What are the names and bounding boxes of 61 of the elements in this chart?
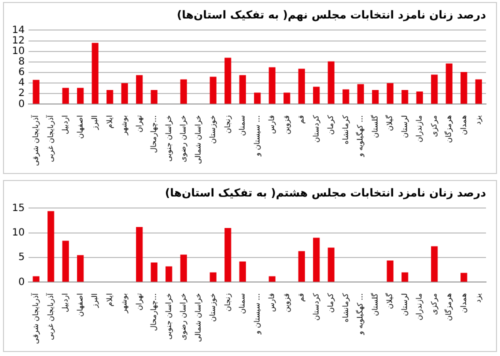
- bar: [446, 64, 452, 104]
- y-tick-label: 0: [18, 276, 25, 288]
- bar: [239, 75, 246, 104]
- y-tick-label: 5: [18, 252, 25, 264]
- y-tick-label: 4: [18, 78, 25, 89]
- y-tick-label: 0: [18, 98, 25, 110]
- bar: [210, 272, 216, 282]
- bar: [32, 276, 40, 282]
- y-tick-label: 14: [12, 24, 25, 36]
- chart-title: درصد زنان نامزد انتخابات مجلس نهم( به تفکیک استان‌ها): [176, 8, 486, 22]
- bar: [224, 228, 232, 282]
- bar: [460, 72, 468, 104]
- bar: [224, 58, 232, 104]
- bar: [402, 90, 408, 104]
- bar: [431, 246, 438, 282]
- bar: [386, 83, 394, 104]
- bar: [284, 92, 290, 104]
- bar: [136, 75, 143, 104]
- bar: [77, 255, 84, 282]
- bar: [416, 92, 423, 104]
- bar: [150, 262, 158, 282]
- y-tick-label: 2: [18, 88, 25, 100]
- bar: [92, 42, 98, 104]
- bar: [254, 92, 261, 104]
- bar: [386, 260, 394, 282]
- bar: [268, 276, 276, 282]
- bar: [106, 90, 114, 104]
- bar: [402, 272, 408, 282]
- bar: [136, 226, 143, 282]
- bar: [328, 248, 334, 282]
- bar: [48, 211, 54, 282]
- bar: [460, 272, 468, 282]
- bar: [268, 67, 276, 104]
- bar: [372, 90, 379, 104]
- bar: [150, 90, 158, 104]
- y-tick-label: 12: [12, 35, 25, 46]
- y-tick-label: 10: [12, 46, 25, 57]
- bar: [313, 86, 320, 104]
- bar: [431, 74, 438, 104]
- y-tick-label: 8: [18, 56, 25, 68]
- bar: [357, 84, 364, 104]
- y-tick-label: 15: [12, 202, 25, 214]
- bar: [239, 261, 246, 282]
- bar: [32, 80, 40, 104]
- bar: [180, 79, 187, 104]
- bar: [77, 88, 84, 104]
- bar: [62, 240, 69, 282]
- bar: [298, 68, 305, 104]
- bar: [475, 79, 482, 104]
- bar: [313, 238, 320, 282]
- y-tick-label: 6: [18, 67, 25, 78]
- bar: [210, 76, 216, 104]
- bar: [121, 83, 128, 104]
- bar: [180, 254, 187, 282]
- bar: [328, 61, 334, 104]
- bar: [342, 89, 350, 104]
- chart-title: درصد زنان نامزد انتخابات مجلس هشتم( به تفکیک استان‌ها): [164, 186, 486, 200]
- bar: [298, 251, 305, 282]
- y-tick-label: 10: [12, 227, 25, 238]
- bar: [166, 266, 172, 282]
- bar: [62, 88, 69, 104]
